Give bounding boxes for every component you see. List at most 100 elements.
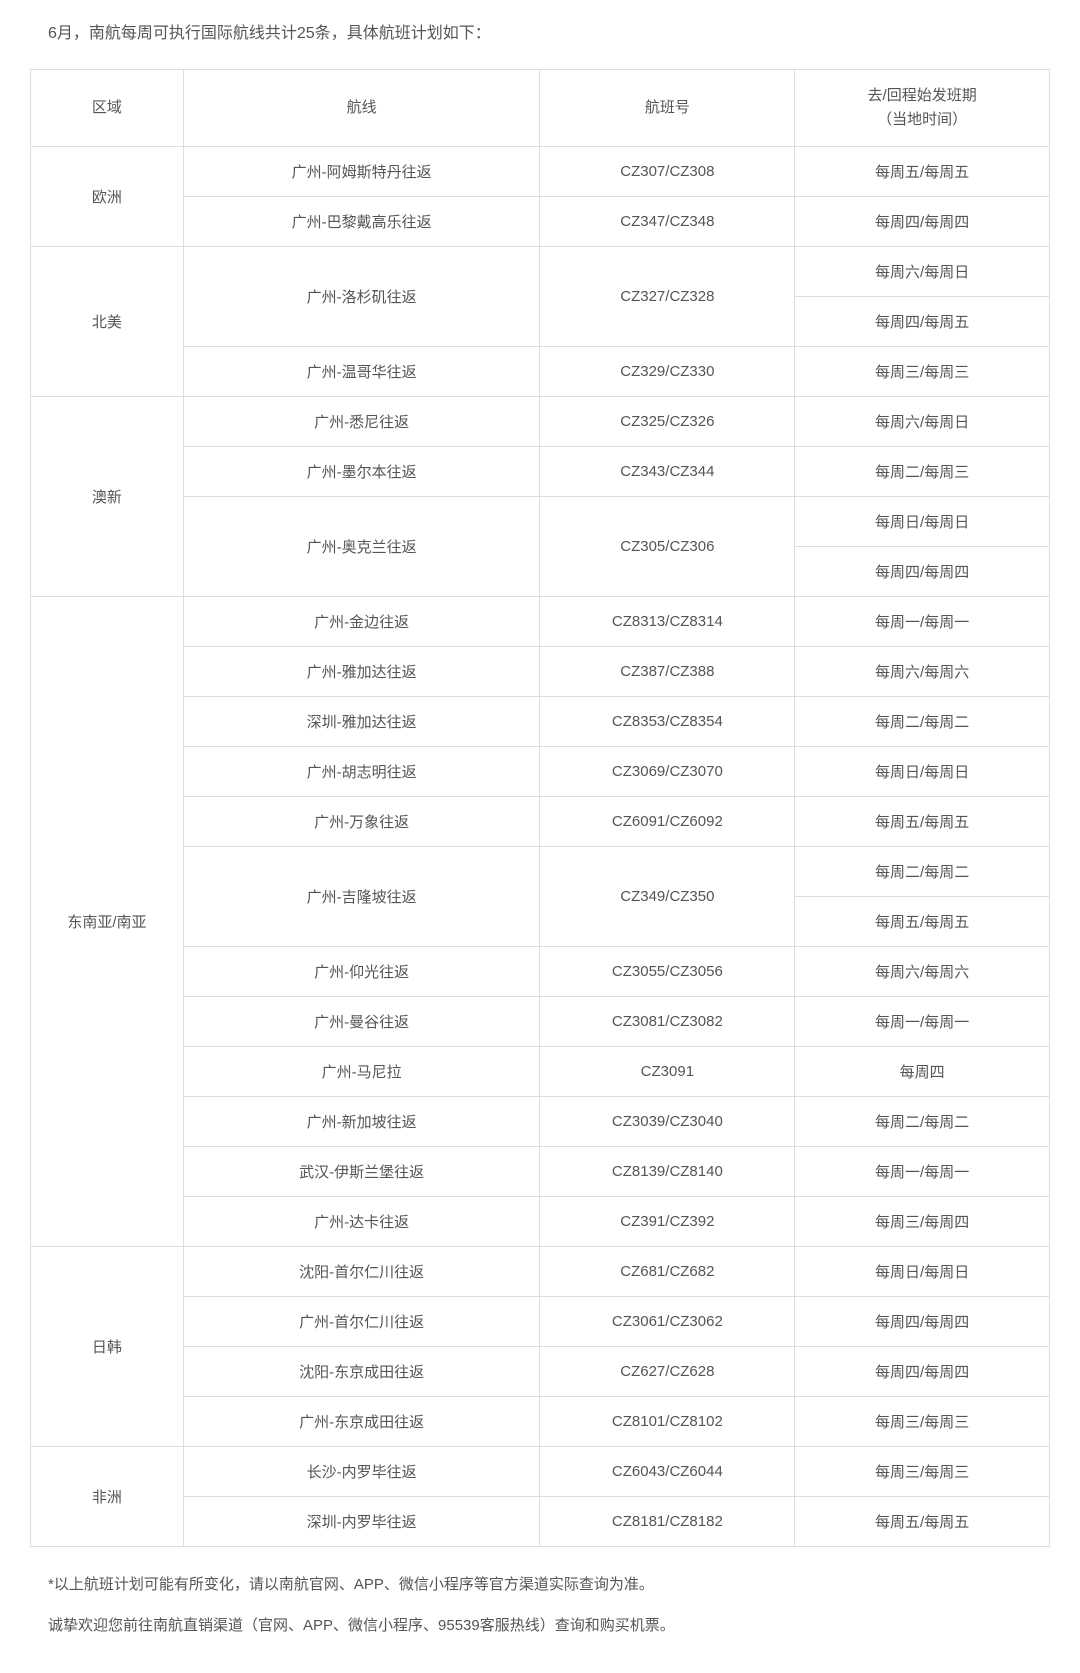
cell-route: 沈阳-首尔仁川往返 [183, 1246, 540, 1296]
cell-flight: CZ325/CZ326 [540, 396, 795, 446]
cell-route: 广州-仰光往返 [183, 946, 540, 996]
cell-flight: CZ3039/CZ3040 [540, 1096, 795, 1146]
cell-schedule: 每周日/每周日 [795, 746, 1050, 796]
cell-schedule: 每周二/每周二 [795, 1096, 1050, 1146]
cell-region: 日韩 [31, 1246, 184, 1446]
table-row: 广州-吉隆坡往返CZ349/CZ350每周二/每周二 [31, 846, 1050, 896]
cell-route: 深圳-雅加达往返 [183, 696, 540, 746]
cell-schedule: 每周二/每周二 [795, 696, 1050, 746]
cell-schedule: 每周四/每周四 [795, 196, 1050, 246]
cell-route: 广州-曼谷往返 [183, 996, 540, 1046]
cell-flight: CZ347/CZ348 [540, 196, 795, 246]
cell-flight: CZ6091/CZ6092 [540, 796, 795, 846]
cell-schedule: 每周三/每周三 [795, 1396, 1050, 1446]
table-row: 广州-首尔仁川往返CZ3061/CZ3062每周四/每周四 [31, 1296, 1050, 1346]
table-row: 广州-曼谷往返CZ3081/CZ3082每周一/每周一 [31, 996, 1050, 1046]
table-row: 广州-墨尔本往返CZ343/CZ344每周二/每周三 [31, 446, 1050, 496]
table-row: 武汉-伊斯兰堡往返CZ8139/CZ8140每周一/每周一 [31, 1146, 1050, 1196]
cell-route: 广州-首尔仁川往返 [183, 1296, 540, 1346]
cell-route: 广州-胡志明往返 [183, 746, 540, 796]
cell-flight: CZ8101/CZ8102 [540, 1396, 795, 1446]
cell-flight: CZ3055/CZ3056 [540, 946, 795, 996]
cell-route: 广州-奥克兰往返 [183, 496, 540, 596]
table-row: 广州-仰光往返CZ3055/CZ3056每周六/每周六 [31, 946, 1050, 996]
cell-region: 东南亚/南亚 [31, 596, 184, 1246]
table-row: 广州-温哥华往返CZ329/CZ330每周三/每周三 [31, 346, 1050, 396]
cell-schedule: 每周六/每周六 [795, 646, 1050, 696]
cell-route: 长沙-内罗毕往返 [183, 1446, 540, 1496]
cell-flight: CZ305/CZ306 [540, 496, 795, 596]
table-row: 澳新广州-悉尼往返CZ325/CZ326每周六/每周日 [31, 396, 1050, 446]
table-row: 广州-雅加达往返CZ387/CZ388每周六/每周六 [31, 646, 1050, 696]
cell-flight: CZ8353/CZ8354 [540, 696, 795, 746]
cell-flight: CZ3091 [540, 1046, 795, 1096]
cell-region: 非洲 [31, 1446, 184, 1546]
cell-schedule: 每周四/每周五 [795, 296, 1050, 346]
cell-schedule: 每周三/每周四 [795, 1196, 1050, 1246]
cell-route: 广州-新加坡往返 [183, 1096, 540, 1146]
table-header-row: 区域 航线 航班号 去/回程始发班期（当地时间） [31, 69, 1050, 146]
cell-flight: CZ327/CZ328 [540, 246, 795, 346]
cell-route: 广州-马尼拉 [183, 1046, 540, 1096]
cell-schedule: 每周三/每周三 [795, 1446, 1050, 1496]
cell-route: 广州-洛杉矶往返 [183, 246, 540, 346]
header-flight: 航班号 [540, 69, 795, 146]
cell-schedule: 每周五/每周五 [795, 796, 1050, 846]
cell-schedule: 每周四/每周四 [795, 1346, 1050, 1396]
table-row: 日韩沈阳-首尔仁川往返CZ681/CZ682每周日/每周日 [31, 1246, 1050, 1296]
table-row: 广州-巴黎戴高乐往返CZ347/CZ348每周四/每周四 [31, 196, 1050, 246]
cell-route: 沈阳-东京成田往返 [183, 1346, 540, 1396]
intro-text: 6月，南航每周可执行国际航线共计25条，具体航班计划如下： [30, 20, 1050, 49]
table-row: 欧洲广州-阿姆斯特丹往返CZ307/CZ308每周五/每周五 [31, 146, 1050, 196]
cell-flight: CZ387/CZ388 [540, 646, 795, 696]
table-row: 广州-马尼拉CZ3091每周四 [31, 1046, 1050, 1096]
table-row: 东南亚/南亚广州-金边往返CZ8313/CZ8314每周一/每周一 [31, 596, 1050, 646]
cell-schedule: 每周六/每周六 [795, 946, 1050, 996]
cell-schedule: 每周二/每周三 [795, 446, 1050, 496]
cell-flight: CZ343/CZ344 [540, 446, 795, 496]
cell-flight: CZ627/CZ628 [540, 1346, 795, 1396]
cell-region: 北美 [31, 246, 184, 396]
cell-schedule: 每周六/每周日 [795, 246, 1050, 296]
table-row: 深圳-内罗毕往返CZ8181/CZ8182每周五/每周五 [31, 1496, 1050, 1546]
cell-flight: CZ349/CZ350 [540, 846, 795, 946]
cell-region: 澳新 [31, 396, 184, 596]
cell-route: 广州-温哥华往返 [183, 346, 540, 396]
table-row: 广州-新加坡往返CZ3039/CZ3040每周二/每周二 [31, 1096, 1050, 1146]
cell-route: 广州-悉尼往返 [183, 396, 540, 446]
cell-route: 广州-吉隆坡往返 [183, 846, 540, 946]
cell-schedule: 每周三/每周三 [795, 346, 1050, 396]
header-region: 区域 [31, 69, 184, 146]
cell-flight: CZ3081/CZ3082 [540, 996, 795, 1046]
cell-route: 广州-万象往返 [183, 796, 540, 846]
table-row: 广州-达卡往返CZ391/CZ392每周三/每周四 [31, 1196, 1050, 1246]
cell-schedule: 每周日/每周日 [795, 1246, 1050, 1296]
cell-schedule: 每周一/每周一 [795, 996, 1050, 1046]
cell-flight: CZ329/CZ330 [540, 346, 795, 396]
footnote-section: *以上航班计划可能有所变化，请以南航官网、APP、微信小程序等官方渠道实际查询为… [30, 1571, 1050, 1639]
cell-route: 广州-雅加达往返 [183, 646, 540, 696]
cell-route: 武汉-伊斯兰堡往返 [183, 1146, 540, 1196]
header-schedule: 去/回程始发班期（当地时间） [795, 69, 1050, 146]
cell-flight: CZ6043/CZ6044 [540, 1446, 795, 1496]
cell-schedule: 每周五/每周五 [795, 146, 1050, 196]
header-route: 航线 [183, 69, 540, 146]
cell-schedule: 每周日/每周日 [795, 496, 1050, 546]
cell-flight: CZ3069/CZ3070 [540, 746, 795, 796]
cell-route: 广州-墨尔本往返 [183, 446, 540, 496]
cell-schedule: 每周五/每周五 [795, 896, 1050, 946]
cell-flight: CZ307/CZ308 [540, 146, 795, 196]
cell-flight: CZ681/CZ682 [540, 1246, 795, 1296]
cell-route: 广州-金边往返 [183, 596, 540, 646]
table-row: 沈阳-东京成田往返CZ627/CZ628每周四/每周四 [31, 1346, 1050, 1396]
cell-flight: CZ3061/CZ3062 [540, 1296, 795, 1346]
table-row: 广州-奥克兰往返CZ305/CZ306每周日/每周日 [31, 496, 1050, 546]
cell-flight: CZ8139/CZ8140 [540, 1146, 795, 1196]
table-row: 广州-胡志明往返CZ3069/CZ3070每周日/每周日 [31, 746, 1050, 796]
table-row: 深圳-雅加达往返CZ8353/CZ8354每周二/每周二 [31, 696, 1050, 746]
cell-schedule: 每周二/每周二 [795, 846, 1050, 896]
cell-region: 欧洲 [31, 146, 184, 246]
cell-route: 广州-巴黎戴高乐往返 [183, 196, 540, 246]
table-row: 广州-万象往返CZ6091/CZ6092每周五/每周五 [31, 796, 1050, 846]
table-row: 非洲长沙-内罗毕往返CZ6043/CZ6044每周三/每周三 [31, 1446, 1050, 1496]
